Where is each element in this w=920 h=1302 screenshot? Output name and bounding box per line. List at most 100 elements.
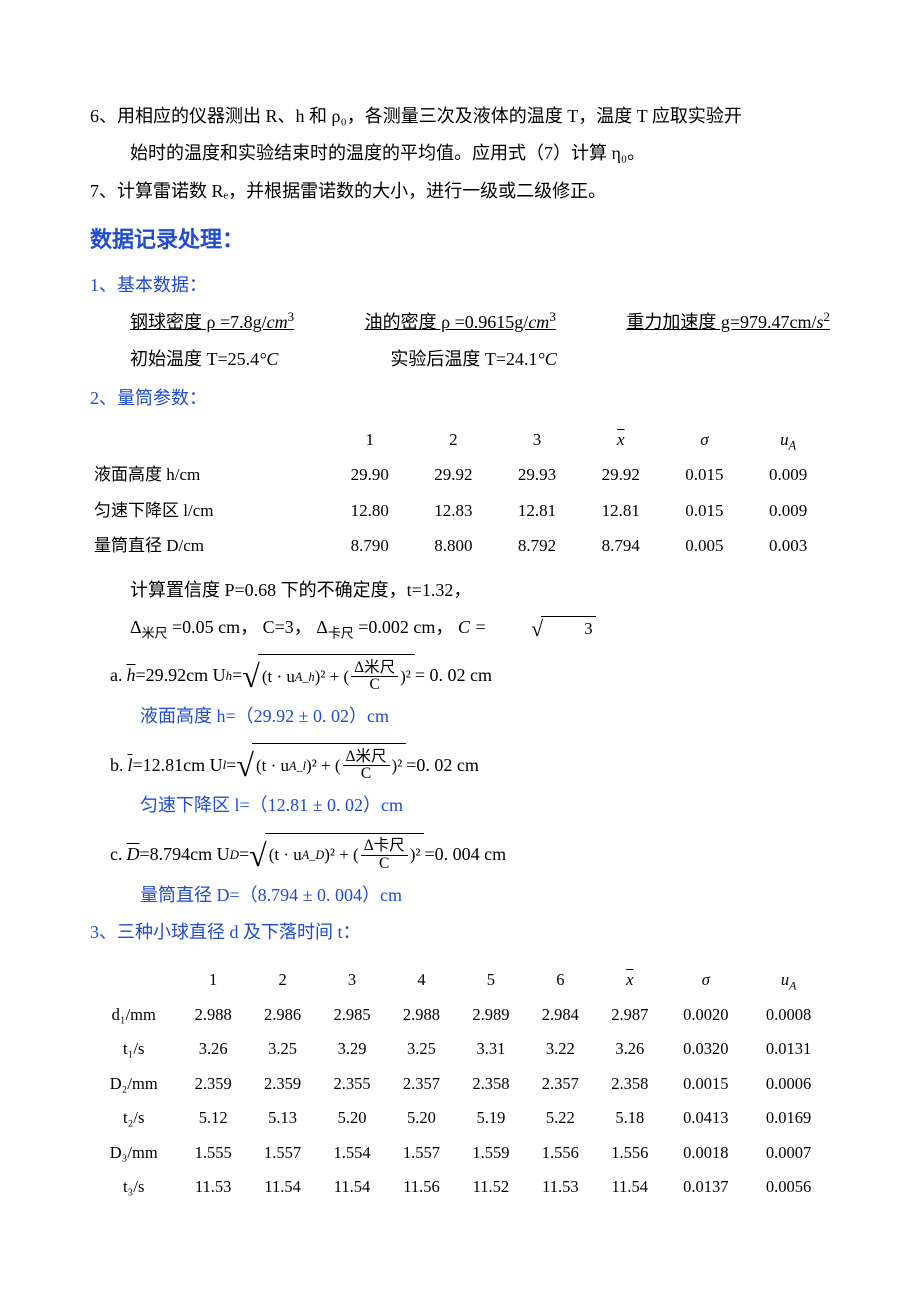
cell: 12.80 xyxy=(328,493,412,528)
rad-end: )² xyxy=(410,839,421,870)
cell: 0.0018 xyxy=(665,1136,748,1171)
paragraph-6b: 始时的温度和实验结束时的温度的平均值。应用式（7）计算 η₀。 xyxy=(90,137,830,170)
cell: 3.26 xyxy=(178,1032,247,1067)
cell: 11.54 xyxy=(248,1170,317,1205)
sqrt-c: √ (t · uA_D)² + ( Δ卡尺 C )² xyxy=(249,833,424,877)
cell: 5.20 xyxy=(387,1101,456,1136)
equation-c: c. D =8.794cm UD = √ (t · uA_D)² + ( Δ卡尺… xyxy=(90,833,830,877)
unit-base: s xyxy=(817,312,824,332)
frac-den: C xyxy=(376,856,392,872)
cell: 0.0320 xyxy=(665,1032,748,1067)
c-U-sub: D xyxy=(230,847,239,862)
section-title-data: 数据记录处理： xyxy=(90,220,830,261)
u: u xyxy=(780,430,789,449)
table-corner xyxy=(90,422,328,457)
radicand: (t · uA_h)² + ( Δ米尺 C )² xyxy=(258,654,415,698)
cell: 0.015 xyxy=(663,457,747,492)
cell: 8.794 xyxy=(579,528,663,563)
rad-end: )² xyxy=(400,661,411,692)
table-cylinder-params: 1 2 3 x σ uA 液面高度 h/cm 29.90 29.92 29.93… xyxy=(90,422,830,564)
cell: 2.984 xyxy=(526,998,595,1033)
u-sub: A xyxy=(789,438,796,452)
subsection-2-cylinder: 2、量筒参数： xyxy=(90,382,830,415)
row-label: d₁/mm xyxy=(90,998,178,1033)
result-c: 量筒直径 D=（8.794 ± 0. 004）cm xyxy=(140,879,830,912)
table-row: 液面高度 h/cm 29.90 29.92 29.93 29.92 0.015 … xyxy=(90,457,830,492)
unit-sup: 3 xyxy=(549,309,555,324)
radicand: (t · uA_l)² + ( Δ米尺 C )² xyxy=(252,743,406,787)
cell: 2.988 xyxy=(387,998,456,1033)
table-header-row: 1 2 3 x σ uA xyxy=(90,422,830,457)
col-4: 4 xyxy=(387,963,456,998)
sqrt-b: √ (t · uA_l)² + ( Δ米尺 C )² xyxy=(236,743,406,787)
table-corner xyxy=(90,963,178,998)
cell: 12.81 xyxy=(579,493,663,528)
cell: 2.357 xyxy=(387,1067,456,1102)
cell: 29.92 xyxy=(412,457,496,492)
cell: 11.54 xyxy=(317,1170,386,1205)
row-label: 液面高度 h/cm xyxy=(90,457,328,492)
table-ball-data: 1 2 3 4 5 6 x σ uA d₁/mm 2.9882.9862.985… xyxy=(90,963,830,1205)
text: 计算置信度 P=0.68 下的不确定度，t=1.32， xyxy=(130,580,471,600)
cell: 29.90 xyxy=(328,457,412,492)
eq-sign: = xyxy=(226,749,236,782)
equation-a: a. h =29.92cm Uh = √ (t · uA_h)² + ( Δ米尺… xyxy=(90,654,830,698)
cell: 0.0137 xyxy=(665,1170,748,1205)
rad-t: (t · u xyxy=(269,839,302,870)
cell: 2.359 xyxy=(248,1067,317,1102)
text: 钢球密度 ρ =7.8g/ xyxy=(130,312,267,332)
unit: s xyxy=(817,312,824,332)
cell: 2.989 xyxy=(456,998,525,1033)
g-accel: 重力加速度 g=979.47cm/s2 xyxy=(586,306,830,339)
document-page: 6、用相应的仪器测出 R、h 和 ρ₀，各测量三次及液体的温度 T，温度 T 应… xyxy=(0,0,920,1302)
radical-icon: √ xyxy=(491,616,543,642)
cell: 12.83 xyxy=(412,493,496,528)
rad-mid: )² + ( xyxy=(306,750,341,781)
table-header-row: 1 2 3 4 5 6 x σ uA xyxy=(90,963,830,998)
result-a: 液面高度 h=（29.92 ± 0. 02）cm xyxy=(140,700,830,733)
table-row: 匀速下降区 l/cm 12.80 12.83 12.81 12.81 0.015… xyxy=(90,493,830,528)
text: 3、三种小球直径 d 及下落时间 t： xyxy=(90,922,361,942)
delta-line: Δ米尺 =0.05 cm， C=3， Δ卡尺 =0.002 cm， C = √ … xyxy=(90,611,830,644)
col-1: 1 xyxy=(178,963,247,998)
text: 1、基本数据： xyxy=(90,275,207,295)
temp-start: 初始温度 T=25.4°C xyxy=(90,343,278,376)
frac-num: Δ米尺 xyxy=(343,749,390,766)
cell: 0.005 xyxy=(663,528,747,563)
cell: 11.56 xyxy=(387,1170,456,1205)
unit-sup: 3 xyxy=(288,309,294,324)
table-row: d₁/mm 2.9882.9862.9852.9882.9892.9842.98… xyxy=(90,998,830,1033)
cell: 11.54 xyxy=(595,1170,664,1205)
subsection-1-basic: 1、基本数据： xyxy=(90,269,830,302)
cell: 5.19 xyxy=(456,1101,525,1136)
cell: 29.93 xyxy=(495,457,579,492)
cell: 2.359 xyxy=(178,1067,247,1102)
xbar: x xyxy=(626,970,633,989)
text: 2、量筒参数： xyxy=(90,388,207,408)
subsection-3-balls: 3、三种小球直径 d 及下落时间 t： xyxy=(90,916,830,949)
cell: 0.0020 xyxy=(665,998,748,1033)
cell: 0.0007 xyxy=(747,1136,830,1171)
unit-base: cm xyxy=(267,312,288,332)
text: 液面高度 h=（29.92 ± 0. 02）cm xyxy=(140,706,389,726)
temp-end: 实验后温度 T=24.1°C xyxy=(350,343,556,376)
eq-sign: = xyxy=(232,659,242,692)
cell: 0.0006 xyxy=(747,1067,830,1102)
text: 7、计算雷诺数 Rₑ，并根据雷诺数的大小，进行一级或二级修正。 xyxy=(90,181,606,201)
cell: 5.12 xyxy=(178,1101,247,1136)
label-a: a. xyxy=(110,659,123,692)
frac-den: C xyxy=(358,766,374,782)
cell: 0.003 xyxy=(746,528,830,563)
delta1-sub: 米尺 xyxy=(142,625,168,640)
cell: 2.355 xyxy=(317,1067,386,1102)
text: 匀速下降区 l=（12.81 ± 0. 02）cm xyxy=(140,795,403,815)
text: 数据记录处理： xyxy=(90,227,244,252)
cell: 2.987 xyxy=(595,998,664,1033)
cell: 0.0413 xyxy=(665,1101,748,1136)
cell: 1.559 xyxy=(456,1136,525,1171)
eq-sign: = xyxy=(239,838,249,871)
delta2-val: =0.002 cm， xyxy=(354,617,454,637)
text: 油的密度 ρ =0.9615g/ xyxy=(365,312,529,332)
result-b: 匀速下降区 l=（12.81 ± 0. 02）cm xyxy=(140,789,830,822)
col-2: 2 xyxy=(248,963,317,998)
